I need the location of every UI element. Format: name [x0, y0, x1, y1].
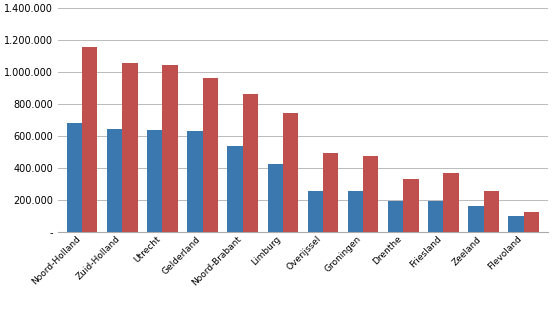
Bar	[363, 156, 379, 232]
Bar	[82, 47, 97, 232]
Bar	[323, 153, 338, 232]
Bar	[203, 78, 218, 232]
Bar	[308, 191, 323, 232]
Bar	[122, 63, 137, 232]
Bar	[348, 191, 363, 232]
Bar	[283, 113, 298, 232]
Bar	[243, 94, 258, 232]
Bar	[484, 191, 499, 232]
Bar	[388, 201, 404, 232]
Bar	[162, 65, 178, 232]
Bar	[443, 173, 459, 232]
Bar	[404, 179, 418, 232]
Bar	[428, 201, 443, 232]
Bar	[147, 130, 162, 232]
Bar	[468, 207, 484, 232]
Bar	[268, 164, 283, 232]
Bar	[67, 123, 82, 232]
Bar	[508, 216, 524, 232]
Bar	[187, 131, 203, 232]
Bar	[227, 146, 243, 232]
Bar	[524, 212, 539, 232]
Bar	[107, 129, 122, 232]
